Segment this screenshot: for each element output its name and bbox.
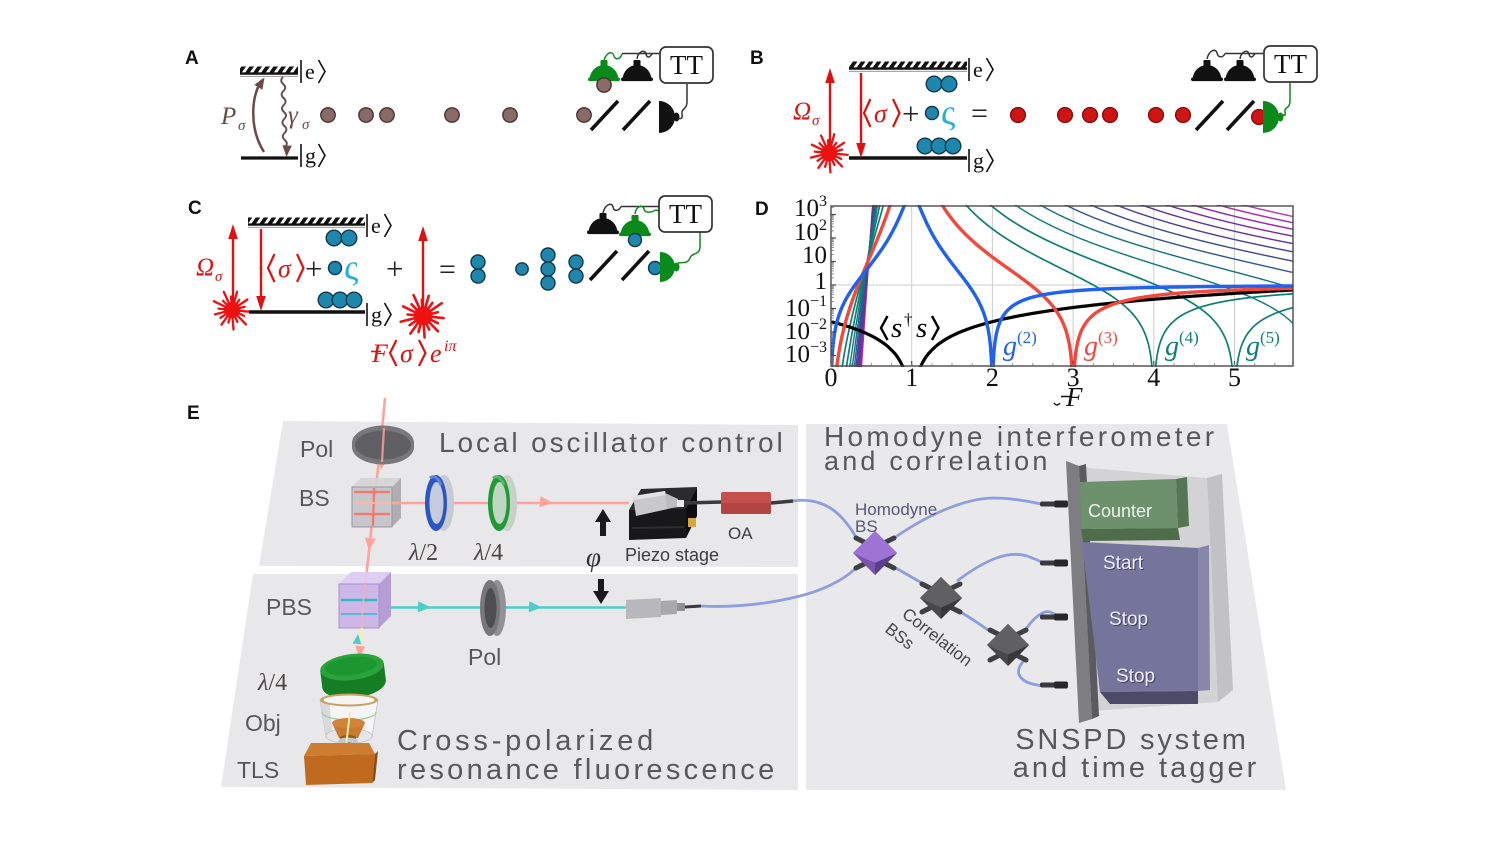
svg-text:e: e <box>371 213 381 238</box>
svg-text:P: P <box>220 103 236 130</box>
svg-text:and correlation: and correlation <box>824 446 1051 476</box>
svg-text:Piezo stage: Piezo stage <box>625 545 719 565</box>
svg-text:TT: TT <box>669 199 702 229</box>
svg-text:σ: σ <box>812 113 820 129</box>
svg-text:=: = <box>439 253 456 286</box>
svg-text:λ/4: λ/4 <box>473 540 503 566</box>
svg-text:Stop: Stop <box>1110 610 1149 631</box>
svg-text:TT: TT <box>670 50 703 80</box>
svg-text:g: g <box>1003 331 1017 362</box>
svg-text:s: s <box>891 312 902 344</box>
svg-text:(5): (5) <box>1260 328 1280 347</box>
svg-text:BS: BS <box>299 485 330 511</box>
svg-text:Start: Start <box>1103 553 1144 574</box>
svg-text:F: F <box>1065 382 1083 412</box>
svg-text:(3): (3) <box>1098 328 1118 347</box>
svg-text:1: 1 <box>905 363 918 392</box>
svg-text:λ/4: λ/4 <box>257 670 287 696</box>
svg-text:3: 3 <box>1067 363 1080 392</box>
svg-text:PBS: PBS <box>266 594 312 620</box>
svg-text:σ: σ <box>302 117 310 133</box>
svg-text:TT: TT <box>1274 49 1307 79</box>
svg-text:g: g <box>371 302 382 327</box>
svg-text:g: g <box>1084 331 1098 362</box>
svg-text:(4): (4) <box>1179 328 1199 347</box>
svg-text:g: g <box>305 143 316 168</box>
svg-text:Stop: Stop <box>1109 609 1148 630</box>
svg-text:2: 2 <box>986 363 999 392</box>
svg-text:B: B <box>750 48 764 69</box>
svg-text:Ω: Ω <box>196 254 214 281</box>
svg-text:SNSPD system: SNSPD system <box>1015 724 1248 756</box>
svg-text:Ω: Ω <box>793 98 811 125</box>
svg-text:σ: σ <box>400 339 414 368</box>
svg-text:σ: σ <box>215 269 223 285</box>
svg-text:C: C <box>188 198 202 219</box>
svg-text:TLS: TLS <box>237 757 279 783</box>
svg-text:σ: σ <box>874 99 888 128</box>
svg-text:=: = <box>971 97 988 130</box>
svg-text:Homodyne: Homodyne <box>855 500 937 519</box>
svg-text:0: 0 <box>825 363 838 392</box>
svg-text:Pol: Pol <box>468 644 501 670</box>
svg-text:†: † <box>904 310 913 329</box>
svg-text:s: s <box>916 312 927 344</box>
svg-text:+: + <box>386 251 403 286</box>
svg-text:1: 1 <box>815 268 828 295</box>
svg-text:Obj: Obj <box>245 710 281 736</box>
svg-text:resonance fluorescence: resonance fluorescence <box>397 754 778 786</box>
svg-text:λ/2: λ/2 <box>408 540 438 566</box>
svg-text:D: D <box>755 199 769 220</box>
svg-text:σ: σ <box>278 254 292 283</box>
svg-text:F: F <box>371 339 389 368</box>
svg-text:E: E <box>187 403 200 424</box>
svg-text:ς: ς <box>344 247 358 287</box>
svg-text:g: g <box>1165 331 1179 362</box>
svg-text:5: 5 <box>1228 363 1241 392</box>
svg-text:Stop: Stop <box>1116 666 1155 687</box>
svg-text:φ: φ <box>586 542 601 572</box>
svg-text:BS: BS <box>855 517 878 536</box>
svg-text:Pol: Pol <box>300 436 333 462</box>
svg-text:+: + <box>902 96 919 131</box>
svg-text:(2): (2) <box>1017 328 1037 347</box>
svg-text:Stop: Stop <box>1117 667 1156 688</box>
svg-text:and time tagger: and time tagger <box>1013 752 1260 784</box>
svg-text:+: + <box>305 251 322 286</box>
svg-text:Local oscillator control: Local oscillator control <box>439 427 786 458</box>
svg-text:e: e <box>973 57 983 82</box>
svg-text:σ: σ <box>238 118 246 134</box>
svg-text:Homodyne interferometer: Homodyne interferometer <box>824 421 1217 452</box>
svg-text:e: e <box>305 59 315 84</box>
svg-text:A: A <box>185 48 199 69</box>
svg-text:OA: OA <box>728 524 753 543</box>
svg-text:Counter: Counter <box>1088 501 1152 521</box>
svg-text:10: 10 <box>802 242 827 269</box>
svg-text:g: g <box>973 148 984 173</box>
svg-text:γ: γ <box>288 102 299 129</box>
svg-text:ς: ς <box>941 92 955 132</box>
svg-text:e: e <box>430 339 442 368</box>
svg-text:4: 4 <box>1147 363 1160 392</box>
svg-text:g: g <box>1246 331 1260 362</box>
svg-text:Cross-polarized: Cross-polarized <box>397 725 657 757</box>
svg-text:Start: Start <box>1104 554 1145 575</box>
svg-text:iπ: iπ <box>444 338 457 355</box>
